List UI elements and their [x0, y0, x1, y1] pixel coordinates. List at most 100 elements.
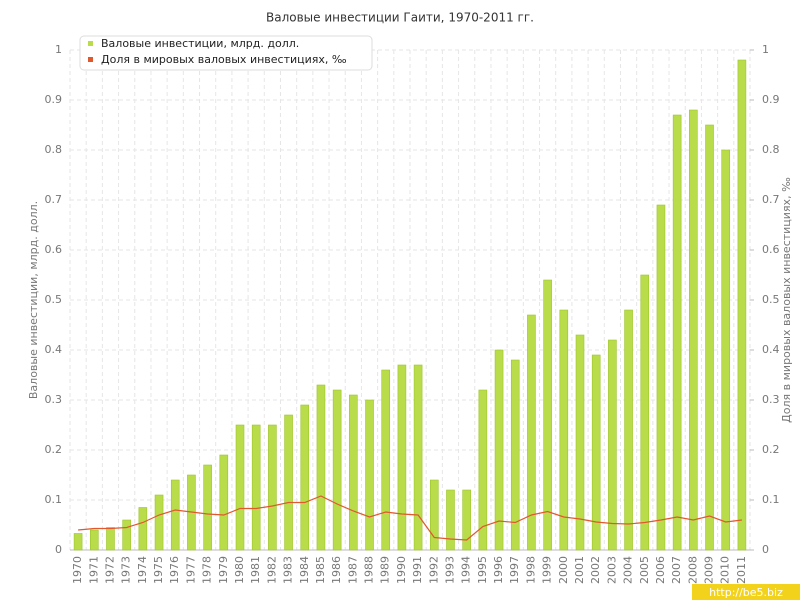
bar: [365, 399, 374, 551]
x-tick-label: 2010: [719, 556, 732, 584]
bar: [73, 533, 83, 551]
bar: [608, 339, 617, 551]
y-tick-label: 0.4: [45, 343, 63, 356]
x-tick-label: 1975: [152, 556, 165, 584]
x-tick-label: 2006: [654, 556, 667, 584]
legend: Валовые инвестиции, млрд. долл. Доля в ми…: [79, 35, 373, 71]
x-tick-label: 2003: [605, 556, 618, 584]
x-tick-label: 1982: [265, 556, 278, 584]
x-tick-label: 1987: [346, 556, 359, 584]
y-axis-title: Валовые инвестиции, млрд. долл.: [27, 201, 40, 399]
bar: [397, 364, 407, 551]
bar: [349, 394, 358, 551]
y2-tick-label: 0.1: [762, 493, 780, 506]
bar: [429, 479, 439, 551]
bar: [478, 389, 488, 551]
bar: [413, 364, 423, 551]
bar: [89, 529, 99, 551]
bar: [251, 424, 261, 551]
x-tick-label: 1977: [184, 556, 197, 584]
y2-tick-label: 0.9: [762, 93, 780, 106]
watermark[interactable]: http://be5.biz: [709, 586, 783, 599]
x-tick-label: 2000: [557, 556, 570, 584]
x-tick-label: 2008: [686, 556, 699, 584]
y2-tick-label: 0: [762, 543, 769, 556]
x-tick-label: 2007: [670, 556, 683, 584]
bar: [332, 389, 342, 551]
bar: [721, 149, 731, 551]
x-tick-label: 1986: [330, 556, 343, 584]
x-tick-label: 1990: [395, 556, 408, 584]
line: [78, 495, 742, 541]
x-tick-label: 1984: [298, 556, 311, 584]
x-tick-label: 1970: [71, 556, 84, 584]
bar: [575, 334, 585, 551]
y-tick-label: 0.8: [45, 143, 63, 156]
bar: [154, 494, 164, 551]
bar: [316, 384, 326, 551]
bar: [591, 354, 601, 551]
bar: [656, 204, 666, 551]
chart-title: Валовые инвестиции Гаити, 1970-2011 гг.: [266, 11, 534, 25]
bar: [170, 479, 180, 551]
bar: [138, 507, 148, 551]
y2-tick-label: 0.5: [762, 293, 780, 306]
y-tick-label: 0.5: [45, 293, 63, 306]
x-tick-label: 1980: [233, 556, 246, 584]
x-tick-label: 2004: [622, 556, 635, 584]
bar: [381, 369, 391, 551]
y-tick-label: 0.9: [45, 93, 63, 106]
y-tick-label: 0.1: [45, 493, 63, 506]
x-tick-label: 1997: [508, 556, 521, 584]
x-tick-label: 1985: [314, 556, 327, 584]
x-tick-label: 1988: [363, 556, 376, 584]
x-tick-label: 1989: [379, 556, 392, 584]
y-tick-label: 1: [55, 43, 62, 56]
y-tick-label: 0: [55, 543, 62, 556]
bar: [559, 309, 569, 551]
bar: [689, 109, 698, 551]
x-tick-label: 1998: [524, 556, 537, 584]
bar: [624, 309, 633, 551]
x-tick-label: 1995: [476, 556, 489, 584]
y-tick-label: 0.6: [45, 243, 63, 256]
y2-tick-label: 0.6: [762, 243, 780, 256]
bar: [640, 274, 650, 551]
y2-tick-label: 0.2: [762, 443, 780, 456]
x-tick-label: 2009: [703, 556, 716, 584]
bar: [122, 519, 131, 551]
bar: [446, 489, 455, 551]
bar: [672, 114, 682, 551]
legend-box: [79, 35, 373, 71]
watermark-bg: [692, 584, 800, 600]
y2-tick-label: 0.7: [762, 193, 780, 206]
y-tick-label: 0.3: [45, 393, 63, 406]
y2-axis-title: Доля в мировых валовых инвестициях, ‰: [780, 177, 793, 423]
bar: [106, 527, 115, 551]
bar: [300, 404, 310, 551]
x-tick-label: 1983: [282, 556, 295, 584]
bar: [705, 124, 714, 551]
bar: [235, 424, 245, 551]
x-tick-label: 2005: [638, 556, 651, 584]
x-tick-label: 1991: [411, 556, 424, 584]
x-tick-label: 1978: [201, 556, 214, 584]
x-tick-label: 2002: [589, 556, 602, 584]
bar: [203, 464, 212, 551]
bar: [494, 349, 504, 551]
x-tick-label: 1994: [460, 556, 473, 584]
legend-swatch: [88, 57, 93, 62]
x-tick-label: 1993: [443, 556, 456, 584]
y2-tick-label: 0.8: [762, 143, 780, 156]
bar: [737, 59, 747, 551]
x-tick-label: 1971: [87, 556, 100, 584]
bar: [219, 454, 229, 551]
bar: [268, 424, 277, 551]
bar: [527, 314, 536, 551]
y2-tick-label: 1: [762, 43, 769, 56]
bar: [462, 489, 471, 551]
y2-tick-label: 0.4: [762, 343, 780, 356]
legend-label: Валовые инвестиции, млрд. долл.: [101, 37, 299, 50]
y-tick-label: 0.2: [45, 443, 63, 456]
